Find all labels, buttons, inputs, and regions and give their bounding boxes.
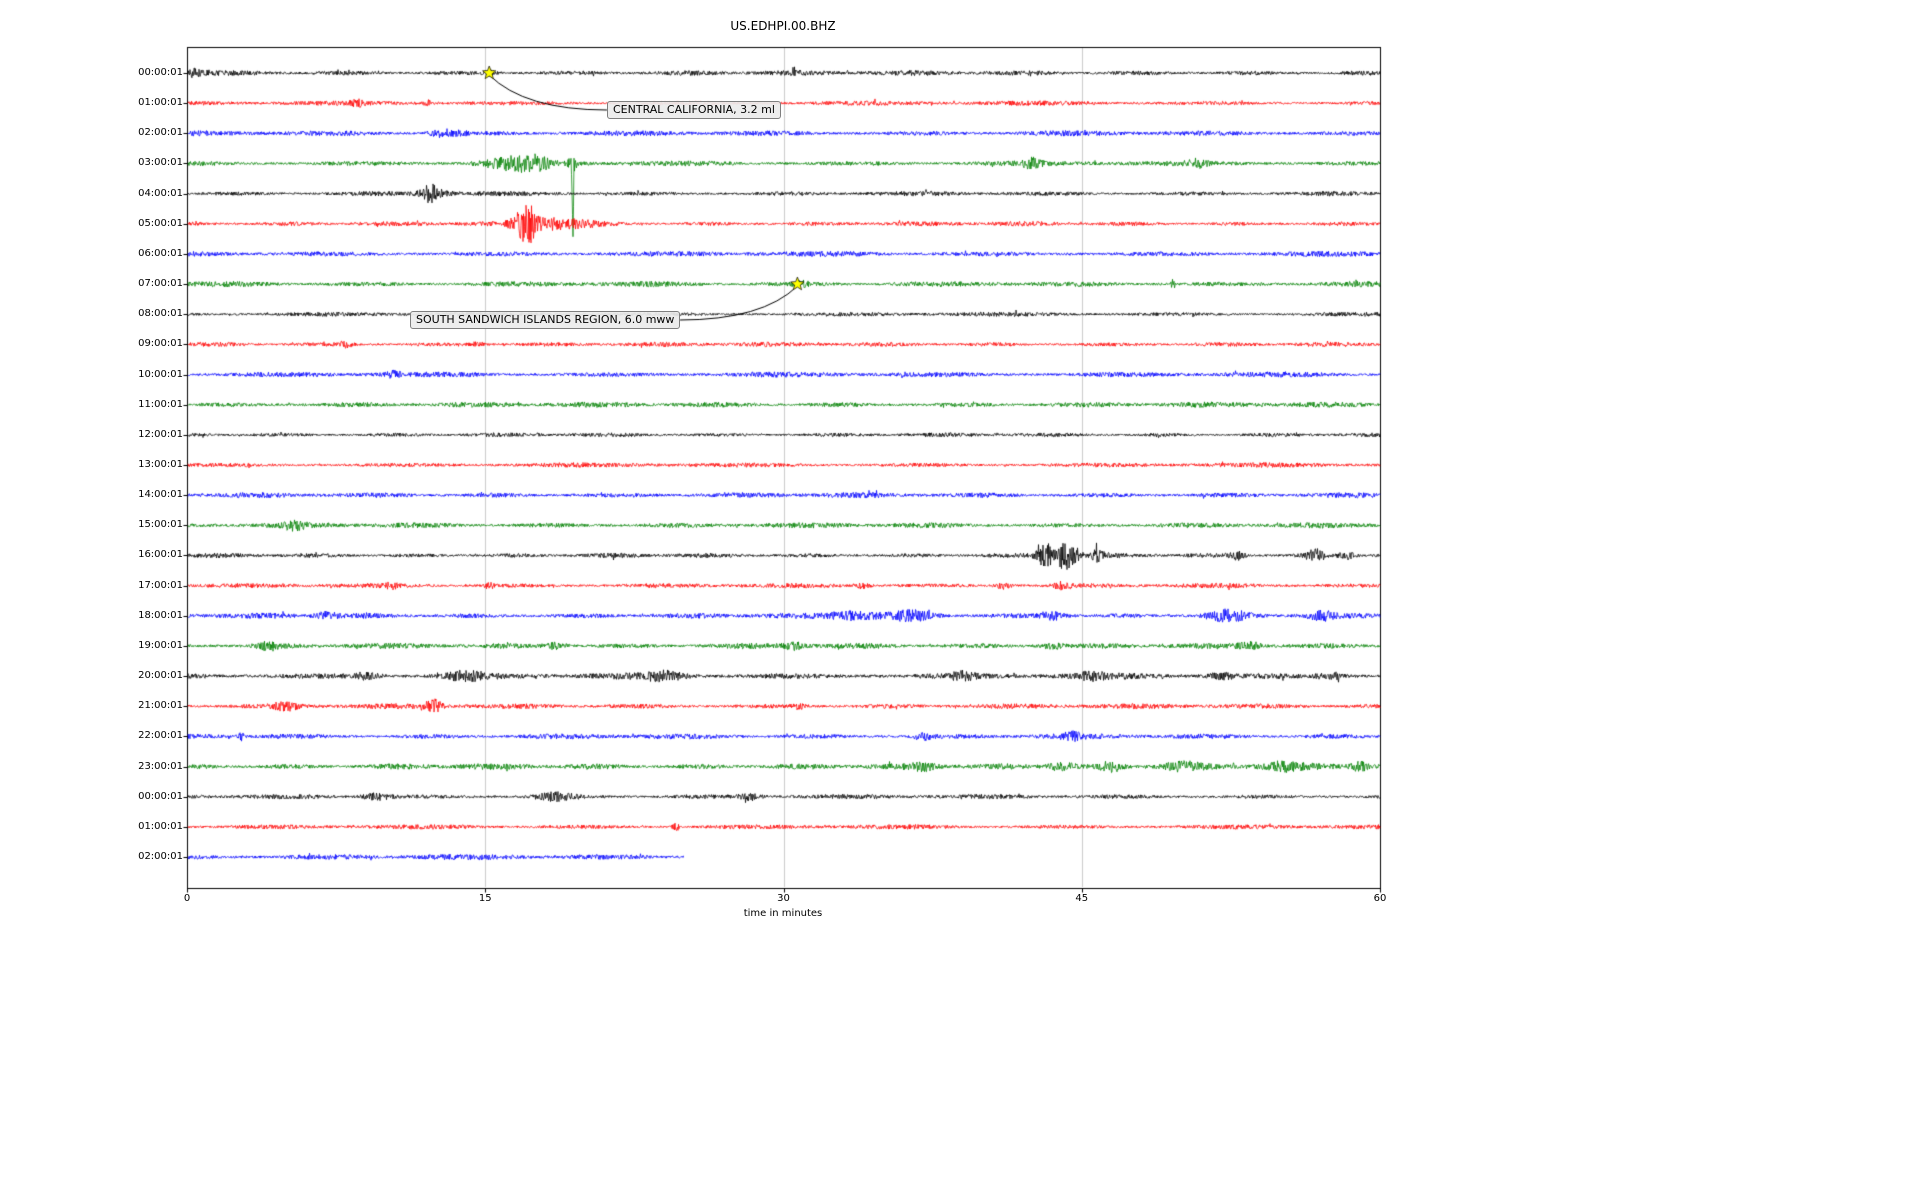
trace-time-label: 00:00:01 — [138, 790, 183, 802]
event-annotation: SOUTH SANDWICH ISLANDS REGION, 6.0 mww — [410, 311, 681, 329]
trace-time-label: 08:00:01 — [138, 308, 183, 320]
trace-time-label: 04:00:01 — [138, 187, 183, 199]
trace-time-label: 09:00:01 — [138, 338, 183, 350]
trace-time-label: 03:00:01 — [138, 157, 183, 169]
figure-title: US.EDHPI.00.BHZ — [730, 19, 836, 33]
trace-time-label: 02:00:01 — [138, 851, 183, 862]
x-tick-label: 45 — [1075, 893, 1089, 904]
x-tick-label: 15 — [478, 893, 492, 904]
x-tick-label: 30 — [777, 893, 790, 904]
trace-time-label: 02:00:01 — [138, 127, 183, 139]
event-annotation: CENTRAL CALIFORNIA, 3.2 ml — [607, 101, 781, 119]
trace-time-label: 15:00:01 — [138, 519, 183, 531]
trace-time-label: 01:00:01 — [138, 97, 183, 109]
trace-time-label: 19:00:01 — [138, 639, 183, 651]
trace-time-label: 17:00:01 — [138, 579, 183, 591]
trace-time-label: 06:00:01 — [138, 247, 183, 259]
trace-time-label: 05:00:01 — [138, 217, 183, 229]
trace-time-label: 14:00:01 — [138, 489, 183, 501]
trace-time-label: 21:00:01 — [138, 700, 183, 712]
trace-time-label: 23:00:01 — [138, 760, 183, 772]
trace-time-label: 22:00:01 — [138, 730, 183, 742]
trace-time-label: 16:00:01 — [138, 549, 183, 561]
trace-time-label: 12:00:01 — [138, 428, 183, 440]
trace-time-label: 20:00:01 — [138, 670, 183, 682]
trace-time-label: 00:00:01 — [138, 67, 183, 78]
x-tick-label: 0 — [183, 893, 191, 904]
trace-time-label: 11:00:01 — [138, 398, 183, 410]
trace-time-label: 01:00:01 — [138, 820, 183, 832]
trace-time-label: 13:00:01 — [138, 459, 183, 470]
trace-time-label: 07:00:01 — [138, 278, 183, 290]
trace-time-label: 10:00:01 — [138, 368, 183, 380]
trace-time-label: 18:00:01 — [138, 609, 183, 621]
x-axis-title: time in minutes — [743, 908, 823, 919]
x-tick-label: 60 — [1373, 893, 1387, 904]
